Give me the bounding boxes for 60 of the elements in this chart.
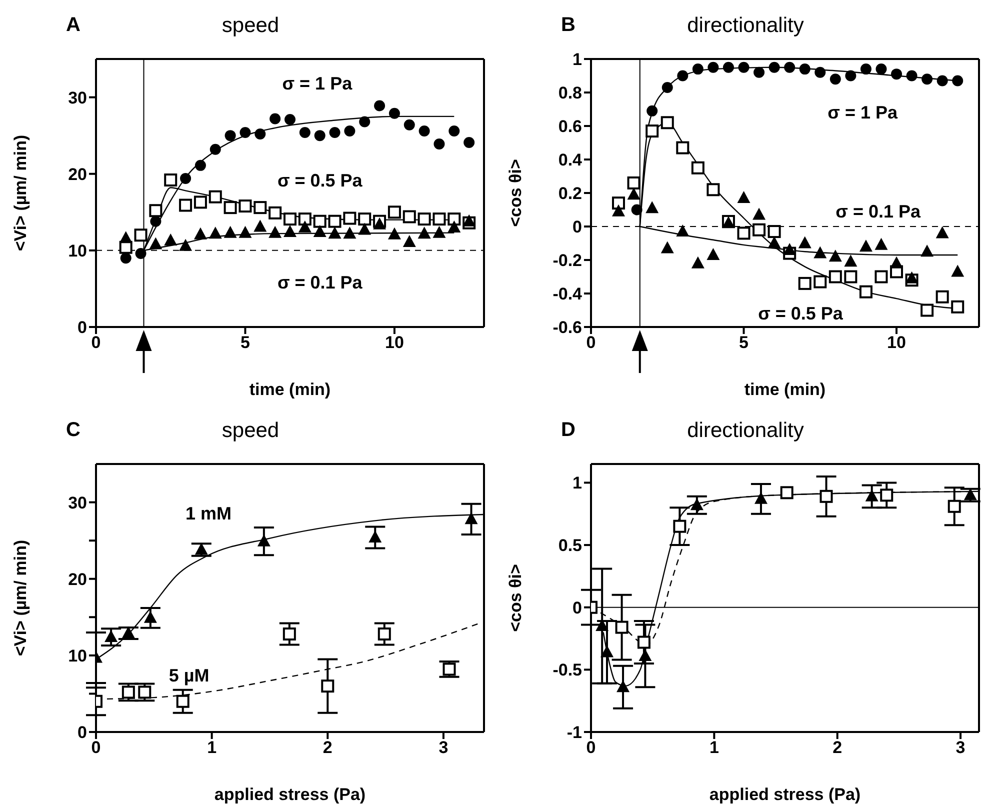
- annotation: σ = 0.1 Pa: [277, 272, 362, 294]
- y-tick-label: 0.8: [558, 84, 582, 103]
- x-tick-label: 10: [385, 333, 404, 352]
- annotation: 1 mM: [186, 503, 232, 524]
- y-axis-title: <cos θi>: [506, 564, 526, 632]
- y-tick-label: 0.4: [558, 150, 583, 170]
- x-axis-title: time (min): [744, 380, 826, 399]
- chart-title: directionality: [687, 419, 804, 442]
- y-tick-label: 0: [572, 598, 582, 618]
- y-axis-title: <cos θi>: [506, 159, 526, 227]
- annotation: σ = 1 Pa: [282, 74, 352, 95]
- y-tick-label: 0: [572, 218, 582, 237]
- text: C: [66, 419, 80, 442]
- x-tick-label: 0: [91, 738, 101, 758]
- y-tick-label: 30: [68, 88, 87, 108]
- y-axis-title: <Vi> (µm/ min): [11, 540, 30, 656]
- annotation: σ = 0.5 Pa: [758, 303, 843, 324]
- x-tick-label: 5: [240, 333, 250, 352]
- y-tick-label: -0.2: [552, 251, 582, 270]
- y-tick-label: 20: [68, 164, 87, 184]
- y-axis-title: <Vi> (µm/ min): [11, 134, 30, 252]
- x-tick-label: 10: [887, 333, 906, 352]
- y-tick-label: -0.6: [552, 318, 582, 338]
- annotation: σ = 0.5 Pa: [277, 170, 362, 192]
- x-tick-label: 2: [322, 738, 332, 758]
- x-tick-label: 0: [586, 738, 596, 758]
- y-tick-label: -0.5: [552, 660, 582, 680]
- y-tick-label: -1: [566, 723, 582, 742]
- y-tick-label: 10: [68, 646, 87, 666]
- y-tick-label: 0: [78, 318, 87, 338]
- annotation: σ = 1 Pa: [828, 102, 898, 124]
- annotation: σ = 0.1 Pa: [836, 201, 921, 222]
- x-axis-title: applied stress (Pa): [709, 785, 861, 804]
- chart-title: speed: [222, 419, 280, 442]
- text: B: [561, 14, 576, 37]
- y-tick-label: 1: [572, 474, 582, 493]
- text: A: [66, 14, 80, 37]
- annotation: 5 µM: [168, 665, 210, 686]
- text: D: [561, 419, 576, 442]
- x-tick-label: 0: [91, 333, 101, 352]
- x-axis-title: time (min): [249, 380, 331, 399]
- x-tick-label: 3: [956, 738, 966, 758]
- x-tick-label: 1: [709, 738, 719, 758]
- y-tick-label: 30: [68, 493, 87, 512]
- x-axis-title: applied stress (Pa): [214, 785, 366, 804]
- x-tick-label: 3: [438, 738, 448, 758]
- y-tick-label: 0: [78, 723, 87, 742]
- x-tick-label: 2: [832, 738, 842, 758]
- y-tick-label: 0.6: [558, 117, 582, 136]
- y-tick-label: -0.4: [552, 284, 583, 304]
- y-tick-label: 20: [68, 570, 87, 589]
- y-tick-label: 0.5: [558, 536, 582, 556]
- y-tick-label: 10: [68, 241, 87, 260]
- chart-title: speed: [222, 14, 280, 37]
- y-tick-label: 1: [572, 50, 582, 70]
- x-tick-label: 1: [207, 738, 217, 758]
- x-tick-label: 5: [739, 333, 748, 352]
- chart-title: directionality: [687, 14, 804, 37]
- y-tick-label: 0.2: [558, 184, 582, 204]
- x-tick-label: 0: [586, 333, 596, 352]
